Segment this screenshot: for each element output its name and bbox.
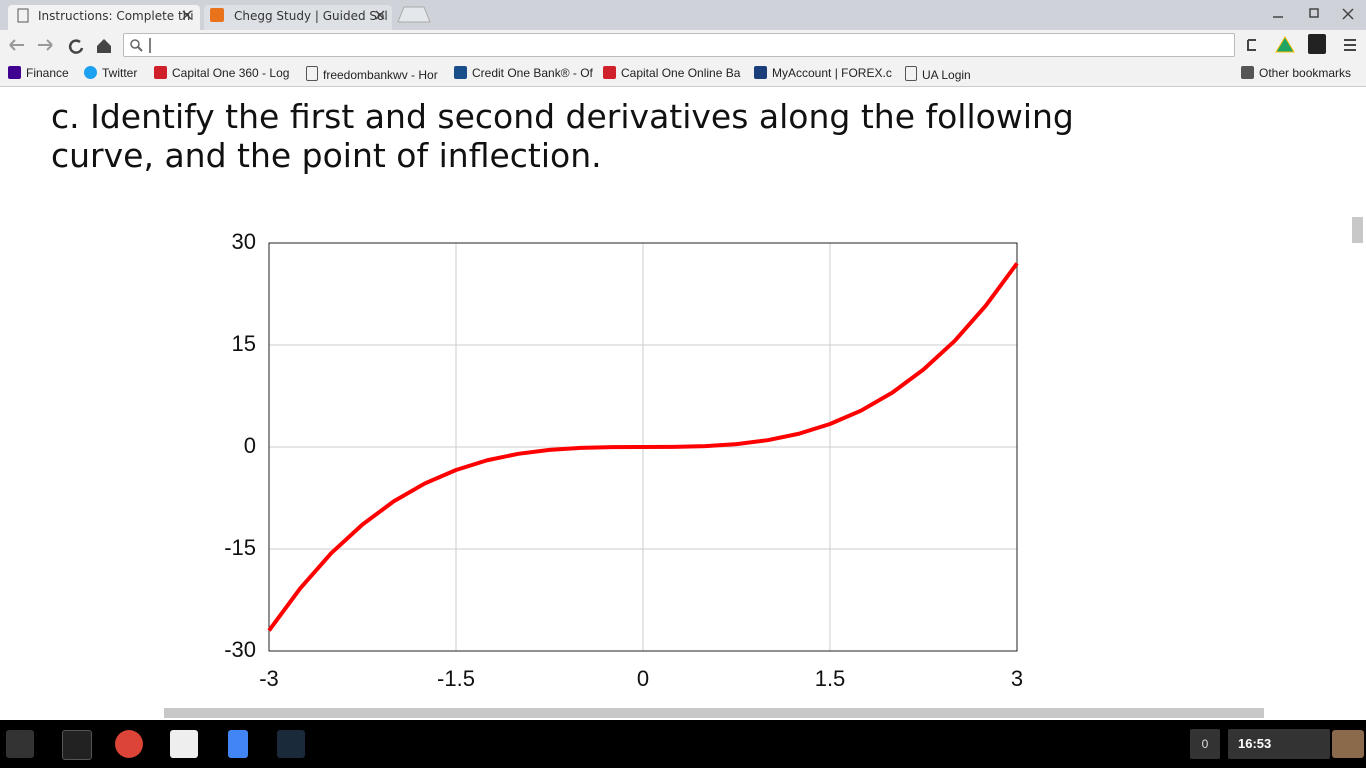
bookmark-label: Finance: [26, 66, 69, 80]
bookmark-label: Capital One 360 - Log: [172, 66, 290, 80]
bookmark[interactable]: Capital One 360 - Log: [154, 66, 289, 80]
curve: [267, 262, 1019, 632]
bookmark-label: Twitter: [102, 66, 138, 80]
page-icon: [17, 8, 29, 23]
nav-buttons: [9, 39, 111, 54]
docs-app[interactable]: [228, 730, 248, 758]
horizontal-scrollbar[interactable]: [164, 708, 1264, 718]
taskbar: 0 16:53: [0, 720, 1366, 768]
x-tick-label: 3: [1011, 666, 1023, 691]
new-tab[interactable]: [397, 6, 431, 23]
y-tick-label: -15: [224, 535, 256, 560]
avatar[interactable]: [1332, 730, 1364, 758]
reload-button[interactable]: [68, 39, 84, 54]
y-tick-label: 15: [232, 331, 256, 356]
chart: -30 -15 0 15 30 -3 -1.5 0 1.5 3: [224, 229, 1023, 691]
tab-close[interactable]: [182, 10, 385, 20]
menu[interactable]: [1344, 39, 1356, 51]
back-button[interactable]: [9, 39, 24, 51]
x-tick-label: -3: [259, 666, 279, 691]
terminal-app[interactable]: [62, 730, 92, 760]
gmail-app[interactable]: [170, 730, 198, 758]
system-tray[interactable]: 16:53: [1228, 729, 1330, 759]
search-icon: [130, 38, 151, 53]
chegg-icon: [210, 8, 224, 22]
plot-frame: [268, 242, 1018, 652]
y-tick-label: 0: [244, 433, 256, 458]
page-content: c. Identify the first and second derivat…: [0, 87, 1366, 720]
amazon[interactable]: [1308, 34, 1326, 54]
extensions: [1247, 34, 1356, 54]
bookmark-label: freedombankwv - Hor: [323, 68, 438, 82]
bookmarks-bar: Finance Twitter Capital One 360 - Log fr…: [0, 60, 1366, 87]
bookmark[interactable]: UA Login: [905, 66, 971, 82]
bookmark-label: MyAccount | FOREX.c: [772, 66, 892, 80]
tab[interactable]: Chegg Study | Guided Sol: [204, 5, 392, 30]
extension[interactable]: [1247, 39, 1256, 51]
clock: 16:53: [1238, 736, 1272, 751]
omnibox[interactable]: [123, 33, 1235, 57]
bookmark[interactable]: Capital One Online Ba: [603, 66, 740, 80]
notification-count[interactable]: 0: [1190, 729, 1220, 759]
bookmark-folder[interactable]: Other bookmarks: [1241, 66, 1351, 80]
vertical-scrollbar[interactable]: [1352, 217, 1363, 243]
x-tick-label: 0: [637, 666, 649, 691]
x-tick-label: 1.5: [815, 666, 846, 691]
tab-title: Instructions: Complete thi: [38, 9, 194, 23]
home-button[interactable]: [97, 39, 111, 53]
bookmark[interactable]: Credit One Bank® - Of: [454, 66, 593, 80]
drive[interactable]: [1275, 36, 1295, 53]
y-tick-label: -30: [224, 637, 256, 662]
forward-button[interactable]: [38, 39, 53, 51]
tab-icons: [17, 6, 1354, 23]
toolbar: [0, 30, 1366, 60]
bookmark[interactable]: Twitter: [84, 66, 137, 80]
tab[interactable]: Instructions: Complete thi: [8, 5, 200, 30]
bookmark[interactable]: Finance: [8, 66, 69, 80]
tab-title: Chegg Study | Guided Sol: [234, 9, 388, 23]
bookmark[interactable]: MyAccount | FOREX.c: [754, 66, 892, 80]
window-controls[interactable]: [1273, 8, 1354, 20]
app[interactable]: [277, 730, 305, 758]
bookmark-label: Other bookmarks: [1259, 66, 1352, 80]
question-heading: c. Identify the first and second derivat…: [51, 97, 1074, 175]
bookmark[interactable]: freedombankwv - Hor: [306, 66, 438, 82]
bookmark-label: UA Login: [922, 68, 971, 82]
chrome-app[interactable]: [115, 730, 143, 758]
bookmark-label: Capital One Online Ba: [621, 66, 741, 80]
launcher[interactable]: [6, 730, 34, 758]
x-tick-label: -1.5: [437, 666, 475, 691]
y-tick-label: 30: [232, 229, 256, 254]
tab-bar: Instructions: Complete thi Chegg Study |…: [0, 0, 1366, 30]
bookmark-label: Credit One Bank® - Of: [472, 66, 593, 80]
